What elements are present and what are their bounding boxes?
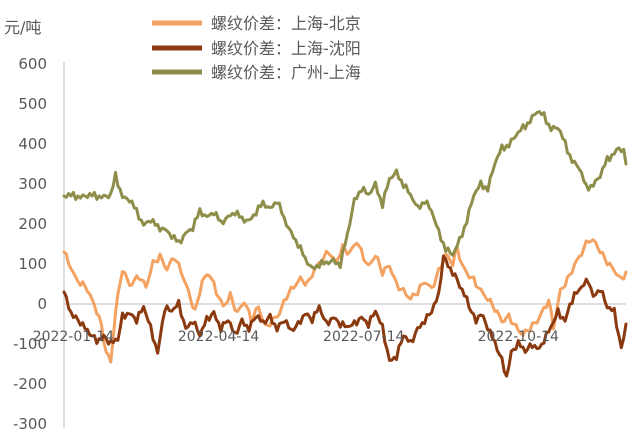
x-tick-label: 2022-10-14 [478, 329, 559, 345]
y-tick-label: 600 [18, 55, 47, 73]
x-tick-label: 2022-01-14 [33, 329, 114, 345]
y-tick-label: -100 [13, 335, 47, 353]
legend: 螺纹价差：上海-北京 螺纹价差：上海-沈阳 螺纹价差：广州-上海 [152, 14, 361, 82]
series-line-1 [62, 254, 628, 378]
y-tick-label: 500 [18, 95, 47, 113]
y-tick-label: 300 [18, 175, 47, 193]
y-tick-label: 100 [18, 255, 47, 273]
x-axis-ticks: 2022-01-14 2022-04-14 2022-07-14 2022-10-14 [33, 329, 559, 345]
y-tick-label: 0 [37, 295, 47, 313]
x-tick-label: 2022-04-14 [178, 329, 259, 345]
y-axis-ticks: -300 -200 -100 0 100 200 300 400 500 600 [13, 55, 47, 433]
legend-label-guangzhou-shanghai: 螺纹价差：广州-上海 [211, 63, 361, 82]
y-axis-unit-label: 元/吨 [4, 18, 41, 37]
y-tick-label: 400 [18, 135, 47, 153]
series-line-2 [62, 110, 628, 271]
y-tick-label: 200 [18, 215, 47, 233]
x-tick-label: 2022-07-14 [323, 329, 404, 345]
legend-label-shanghai-shenyang: 螺纹价差：上海-沈阳 [211, 39, 361, 58]
series-lines [62, 110, 628, 378]
y-tick-label: -300 [13, 415, 47, 433]
y-tick-label: -200 [13, 375, 47, 393]
legend-label-shanghai-beijing: 螺纹价差：上海-北京 [211, 14, 361, 33]
